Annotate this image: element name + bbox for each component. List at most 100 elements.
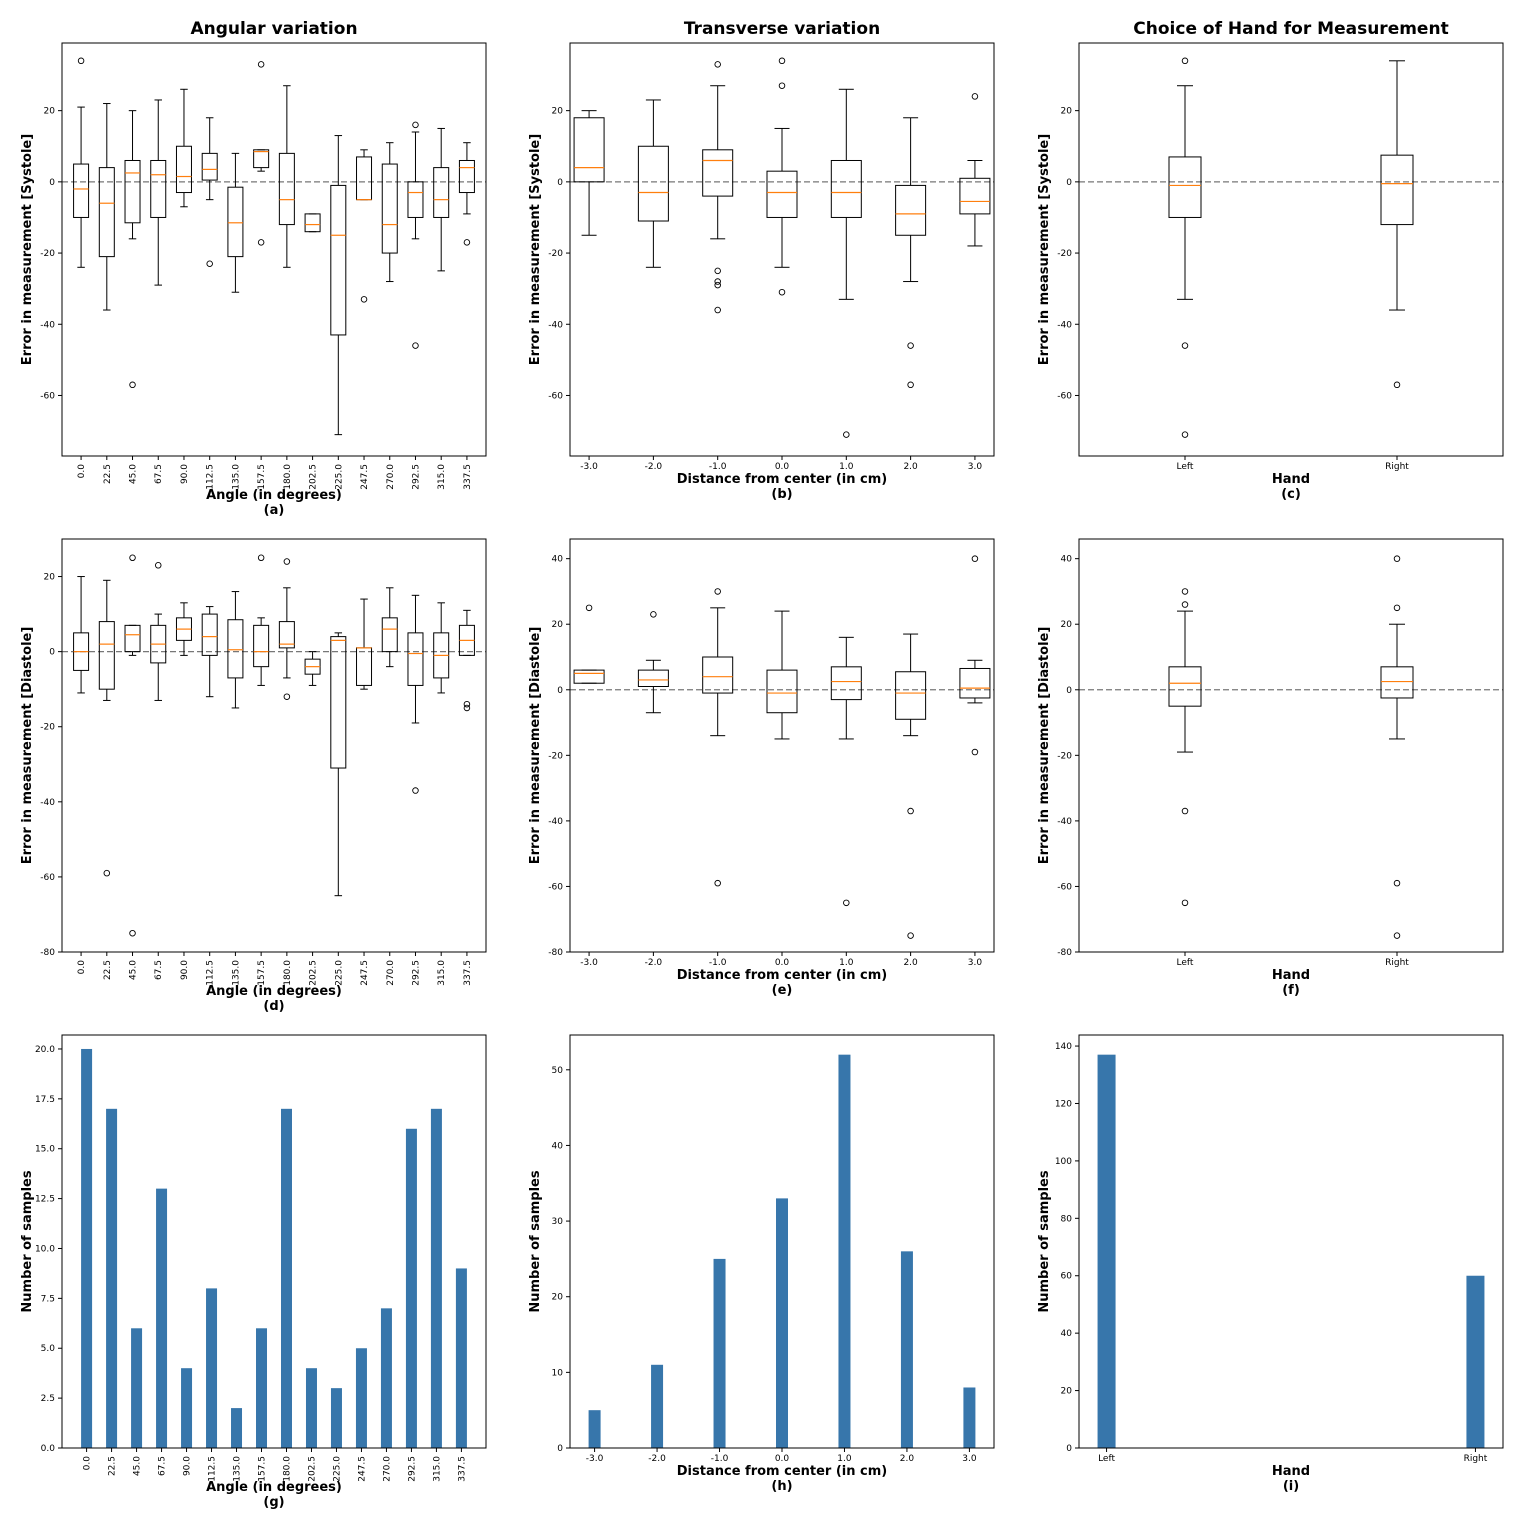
y-tick-label: 0: [557, 178, 563, 188]
x-tick-label: 337.5: [457, 1456, 467, 1482]
x-tick-label: 0.0: [775, 462, 790, 472]
y-tick-label: -40: [548, 320, 563, 330]
x-tick-label: 202.5: [307, 1456, 317, 1482]
box-iqr: [253, 624, 270, 668]
x-tick-label: 112.5: [206, 464, 216, 490]
y-tick-label: -20: [548, 249, 563, 259]
y-tick-label: 17.5: [35, 1095, 55, 1105]
box-202.5: [304, 651, 321, 686]
x-tick-label: -3.0: [580, 958, 598, 968]
box-iqr: [356, 647, 373, 686]
y-tick-label: 12.5: [35, 1195, 55, 1205]
box-iqr: [830, 666, 862, 701]
box-22.5: [98, 103, 115, 311]
box--3.0: [573, 110, 605, 236]
box-outlier: [463, 700, 471, 708]
box-outlier: [129, 929, 136, 937]
y-tick-label: -60: [1057, 882, 1072, 892]
bar-90.0: [181, 1368, 193, 1448]
x-tick-label: 270.0: [386, 960, 396, 986]
x-tick-label: 2.0: [900, 1454, 915, 1464]
y-tick-label: 20: [552, 620, 564, 630]
x-tick-label: 1.0: [837, 1454, 852, 1464]
x-tick-label: 135.0: [233, 1456, 243, 1482]
x-axis-label: Distance from center (in cm): [677, 472, 887, 487]
x-tick-label: 180.0: [282, 1456, 292, 1482]
y-tick-label: -60: [1057, 391, 1072, 401]
bar-292.5: [405, 1128, 417, 1448]
box-iqr: [124, 624, 141, 653]
x-tick-label: Left: [1177, 958, 1194, 968]
box-iqr: [433, 167, 450, 218]
y-axis-label: Error in measurement [Diastole]: [20, 627, 35, 865]
box-67.5: [150, 562, 167, 701]
box-iqr: [702, 656, 734, 694]
box-iqr: [381, 617, 398, 653]
x-tick-label: 90.0: [180, 464, 190, 484]
box-iqr: [573, 117, 605, 183]
box-outlier: [907, 342, 914, 349]
box--2.0: [637, 99, 669, 268]
x-tick-label: 22.5: [103, 464, 113, 484]
y-tick-label: 120: [1055, 1099, 1072, 1109]
x-tick-label: 0.0: [775, 1454, 790, 1464]
y-tick-label: -40: [40, 320, 55, 330]
panel-label: (g): [263, 1495, 284, 1510]
box-iqr: [150, 159, 167, 218]
y-tick-label: -20: [1057, 249, 1072, 259]
box-outlier: [714, 281, 721, 289]
bar-Right: [1466, 1275, 1485, 1448]
x-tick-label: 270.0: [386, 464, 396, 490]
box-337.5: [458, 142, 475, 246]
y-tick-label: 40: [1061, 1329, 1073, 1339]
x-axis-label: Distance from center (in cm): [677, 968, 887, 983]
box-outlier: [283, 693, 291, 700]
x-tick-label: -3.0: [586, 1454, 604, 1464]
x-tick-label: 45.0: [129, 960, 139, 980]
y-tick-label: 0: [557, 686, 563, 696]
panel-label: (f): [1282, 983, 1300, 998]
box-outlier: [360, 296, 368, 303]
box-67.5: [150, 99, 167, 286]
x-tick-label: 45.0: [129, 464, 139, 484]
box-iqr: [330, 636, 347, 769]
box-180.0: [278, 558, 295, 700]
box-outlier: [1393, 604, 1401, 612]
box-outlier: [412, 342, 419, 349]
y-tick-label: 40: [552, 1141, 564, 1151]
y-tick-label: -60: [548, 882, 563, 892]
box-3.0: [959, 93, 991, 247]
bar-270.0: [380, 1308, 392, 1448]
box-outlier: [129, 381, 136, 389]
box-0.0: [766, 57, 798, 296]
x-axis-label: Hand: [1272, 1464, 1310, 1479]
box-iqr: [458, 159, 475, 194]
x-tick-label: 0.0: [83, 1456, 93, 1471]
y-tick-label: -20: [548, 751, 563, 761]
box-iqr: [1380, 154, 1414, 226]
chart-title: Choice of Hand for Measurement: [1133, 19, 1448, 39]
box-outlier: [971, 748, 979, 756]
x-tick-label: 247.5: [360, 960, 370, 986]
box-iqr: [766, 669, 798, 714]
y-axis-label: Error in measurement [Systole]: [20, 134, 35, 365]
x-tick-label: 67.5: [158, 1456, 168, 1476]
x-tick-label: Left: [1177, 462, 1194, 472]
plot-frame: [1078, 1034, 1504, 1449]
bar-67.5: [156, 1188, 168, 1448]
box-225.0: [330, 135, 347, 436]
x-tick-label: 1.0: [839, 462, 854, 472]
y-tick-label: 80: [1061, 1214, 1073, 1224]
y-tick-label: 20: [552, 1293, 564, 1303]
box-135.0: [227, 152, 244, 293]
x-tick-label: 292.5: [407, 1456, 417, 1482]
x-tick-label: 45.0: [133, 1456, 143, 1476]
y-tick-label: 0: [557, 1444, 563, 1454]
x-tick-label: 292.5: [411, 960, 421, 986]
bar-45.0: [131, 1328, 143, 1448]
x-tick-label: -3.0: [580, 462, 598, 472]
box-202.5: [304, 213, 321, 233]
x-axis-label: Angle (in degrees): [206, 488, 342, 503]
plot-frame: [569, 538, 995, 953]
box-2.0: [895, 117, 927, 389]
